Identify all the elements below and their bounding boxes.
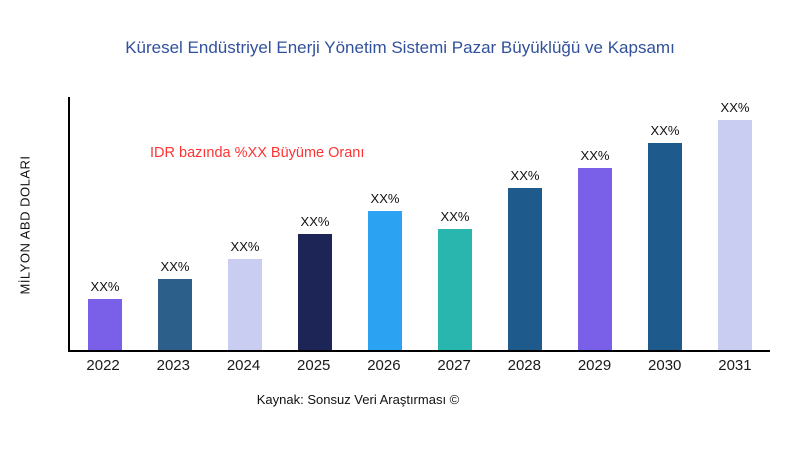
bar-column: XX% — [490, 97, 560, 350]
x-tick-label: 2029 — [577, 357, 612, 374]
bar-2030 — [648, 142, 682, 350]
bar-column: XX% — [70, 97, 140, 350]
bar-column: XX% — [560, 97, 630, 350]
bar-value-label: XX% — [510, 168, 540, 184]
x-tick-label: 2028 — [507, 357, 541, 374]
bar-2023 — [158, 279, 192, 350]
y-axis-label-text: MİLYON ABD DOLARI — [17, 154, 33, 295]
bar-2026 — [368, 210, 402, 350]
chart-title: Küresel Endüstriyel Enerji Yönetim Siste… — [125, 38, 675, 57]
bar-2022 — [88, 299, 122, 350]
x-tick-label: 2022 — [86, 357, 120, 374]
plot-area: IDR bazında %XX Büyüme Oranı XX% XX% XX% XX… — [68, 97, 770, 352]
bar-2029 — [578, 167, 612, 350]
x-tick-label: 2024 — [226, 357, 261, 374]
bar-value-label: XX% — [160, 259, 190, 275]
growth-annotation: IDR bazında %XX Büyüme Oranı — [150, 145, 365, 161]
bar-2028 — [508, 188, 542, 350]
bar-2025 — [298, 233, 332, 350]
bar-2027 — [438, 228, 472, 350]
bar-column: XX% — [420, 97, 490, 350]
bar-column: XX% — [700, 97, 770, 350]
x-tick-label: 2027 — [437, 357, 471, 374]
bar-value-label: XX% — [300, 213, 330, 229]
bar-value-label: XX% — [370, 190, 400, 206]
bar-column: XX% — [280, 97, 350, 350]
bar-value-label: XX% — [90, 279, 120, 295]
x-tick-label: 2031 — [718, 357, 752, 374]
x-tick-label: 2023 — [156, 357, 190, 374]
bar-2031 — [718, 119, 752, 350]
bar-column: XX% — [630, 97, 700, 350]
bar-value-label: XX% — [650, 122, 680, 138]
bar-column: XX% — [140, 97, 210, 350]
bars-container: XX% XX% XX% XX% XX% XX% XX% XX% XX% XX% — [70, 97, 770, 350]
x-tick-label: 2026 — [367, 357, 401, 374]
x-tick-label: 2030 — [648, 357, 682, 374]
bar-value-label: XX% — [580, 147, 610, 163]
source-caption: Kaynak: Sonsuz Veri Araştırması © — [256, 392, 460, 407]
x-tick-label: 2025 — [297, 357, 331, 374]
bar-value-label: XX% — [720, 99, 750, 115]
x-axis-ticks: 2022 2023 2024 2025 2026 2027 2028 2029 2030 2031 — [68, 357, 770, 374]
bar-value-label: XX% — [440, 208, 470, 224]
bar-column: XX% — [210, 97, 280, 350]
y-axis-label: MİLYON ABD DOLARI — [14, 97, 36, 352]
bar-2024 — [228, 258, 262, 350]
bar-value-label: XX% — [230, 238, 260, 254]
bar-column: XX% — [350, 97, 420, 350]
